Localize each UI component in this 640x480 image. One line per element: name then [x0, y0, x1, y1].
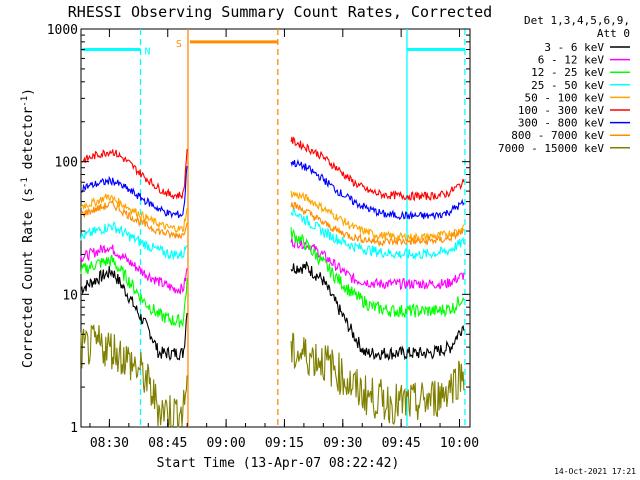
series-line-2 [80, 227, 465, 328]
series-layer [80, 136, 465, 428]
x-tick-label-1: 08:45 [148, 436, 187, 451]
x-tick-label-5: 09:45 [382, 436, 421, 451]
legend-label-3: 25 - 50 keV [531, 79, 604, 92]
x-tick-label-2: 09:00 [207, 436, 246, 451]
y-axis-label-mid: detector [21, 107, 36, 178]
series-line-7 [80, 198, 464, 247]
legend-label-4: 50 - 100 keV [525, 91, 605, 104]
y-axis-label: Corrected Count Rate (s-1 detector-1) [20, 88, 36, 368]
legend-label-8: 7000 - 15000 keV [498, 142, 604, 155]
chart-title: RHESSI Observing Summary Count Rates, Co… [68, 3, 492, 21]
legend-label-2: 12 - 25 keV [531, 66, 604, 79]
annotation-layer: NS [82, 29, 466, 427]
y-axis-label-sup-2: -1 [20, 96, 30, 107]
x-tick-label-6: 10:00 [440, 436, 479, 451]
legend-header-line-1: Det 1,3,4,5,6,9, [524, 14, 630, 27]
y-axis: 1 10 100 1000 [47, 23, 470, 436]
annotation-label-n: N [145, 47, 151, 58]
legend-header-line-2: Att 0 [597, 27, 630, 40]
x-axis: 08:30 08:45 09:00 09:15 09:30 09:45 10:00 [89, 29, 479, 451]
series-line-5 [81, 136, 465, 202]
footer-date: 14-Oct-2021 17:21 [554, 467, 636, 476]
y-tick-label-2: 100 [55, 156, 78, 171]
annotation-label-s: S [176, 39, 182, 50]
plot-frame [80, 28, 471, 428]
legend-label-5: 100 - 300 keV [518, 104, 604, 117]
plot-area: NS 08:30 08:45 09:00 09:15 09:30 09:45 10:00 1… [47, 23, 479, 451]
legend-label-6: 300 - 800 keV [518, 117, 604, 130]
series-line-6 [80, 158, 465, 221]
series-line-0 [80, 261, 465, 361]
x-tick-label-3: 09:15 [265, 436, 304, 451]
y-tick-label-3: 1000 [47, 23, 78, 38]
legend-label-1: 6 - 12 keV [538, 54, 605, 67]
series-line-4 [80, 190, 465, 243]
y-axis-label-main: Corrected Count Rate (s [21, 188, 36, 368]
x-axis-label: Start Time (13-Apr-07 08:22:42) [157, 456, 400, 471]
series-line-3 [80, 205, 465, 261]
y-tick-label-0: 1 [70, 421, 78, 436]
y-axis-label-sup-1: -1 [20, 177, 30, 188]
y-tick-label-1: 10 [62, 288, 78, 303]
series-line-8 [80, 324, 465, 428]
legend-label-0: 3 - 6 keV [544, 41, 604, 54]
y-axis-label-end: ) [21, 88, 36, 96]
x-tick-label-0: 08:30 [90, 436, 129, 451]
legend-label-7: 800 - 7000 keV [511, 129, 604, 142]
x-tick-label-4: 09:30 [323, 436, 362, 451]
